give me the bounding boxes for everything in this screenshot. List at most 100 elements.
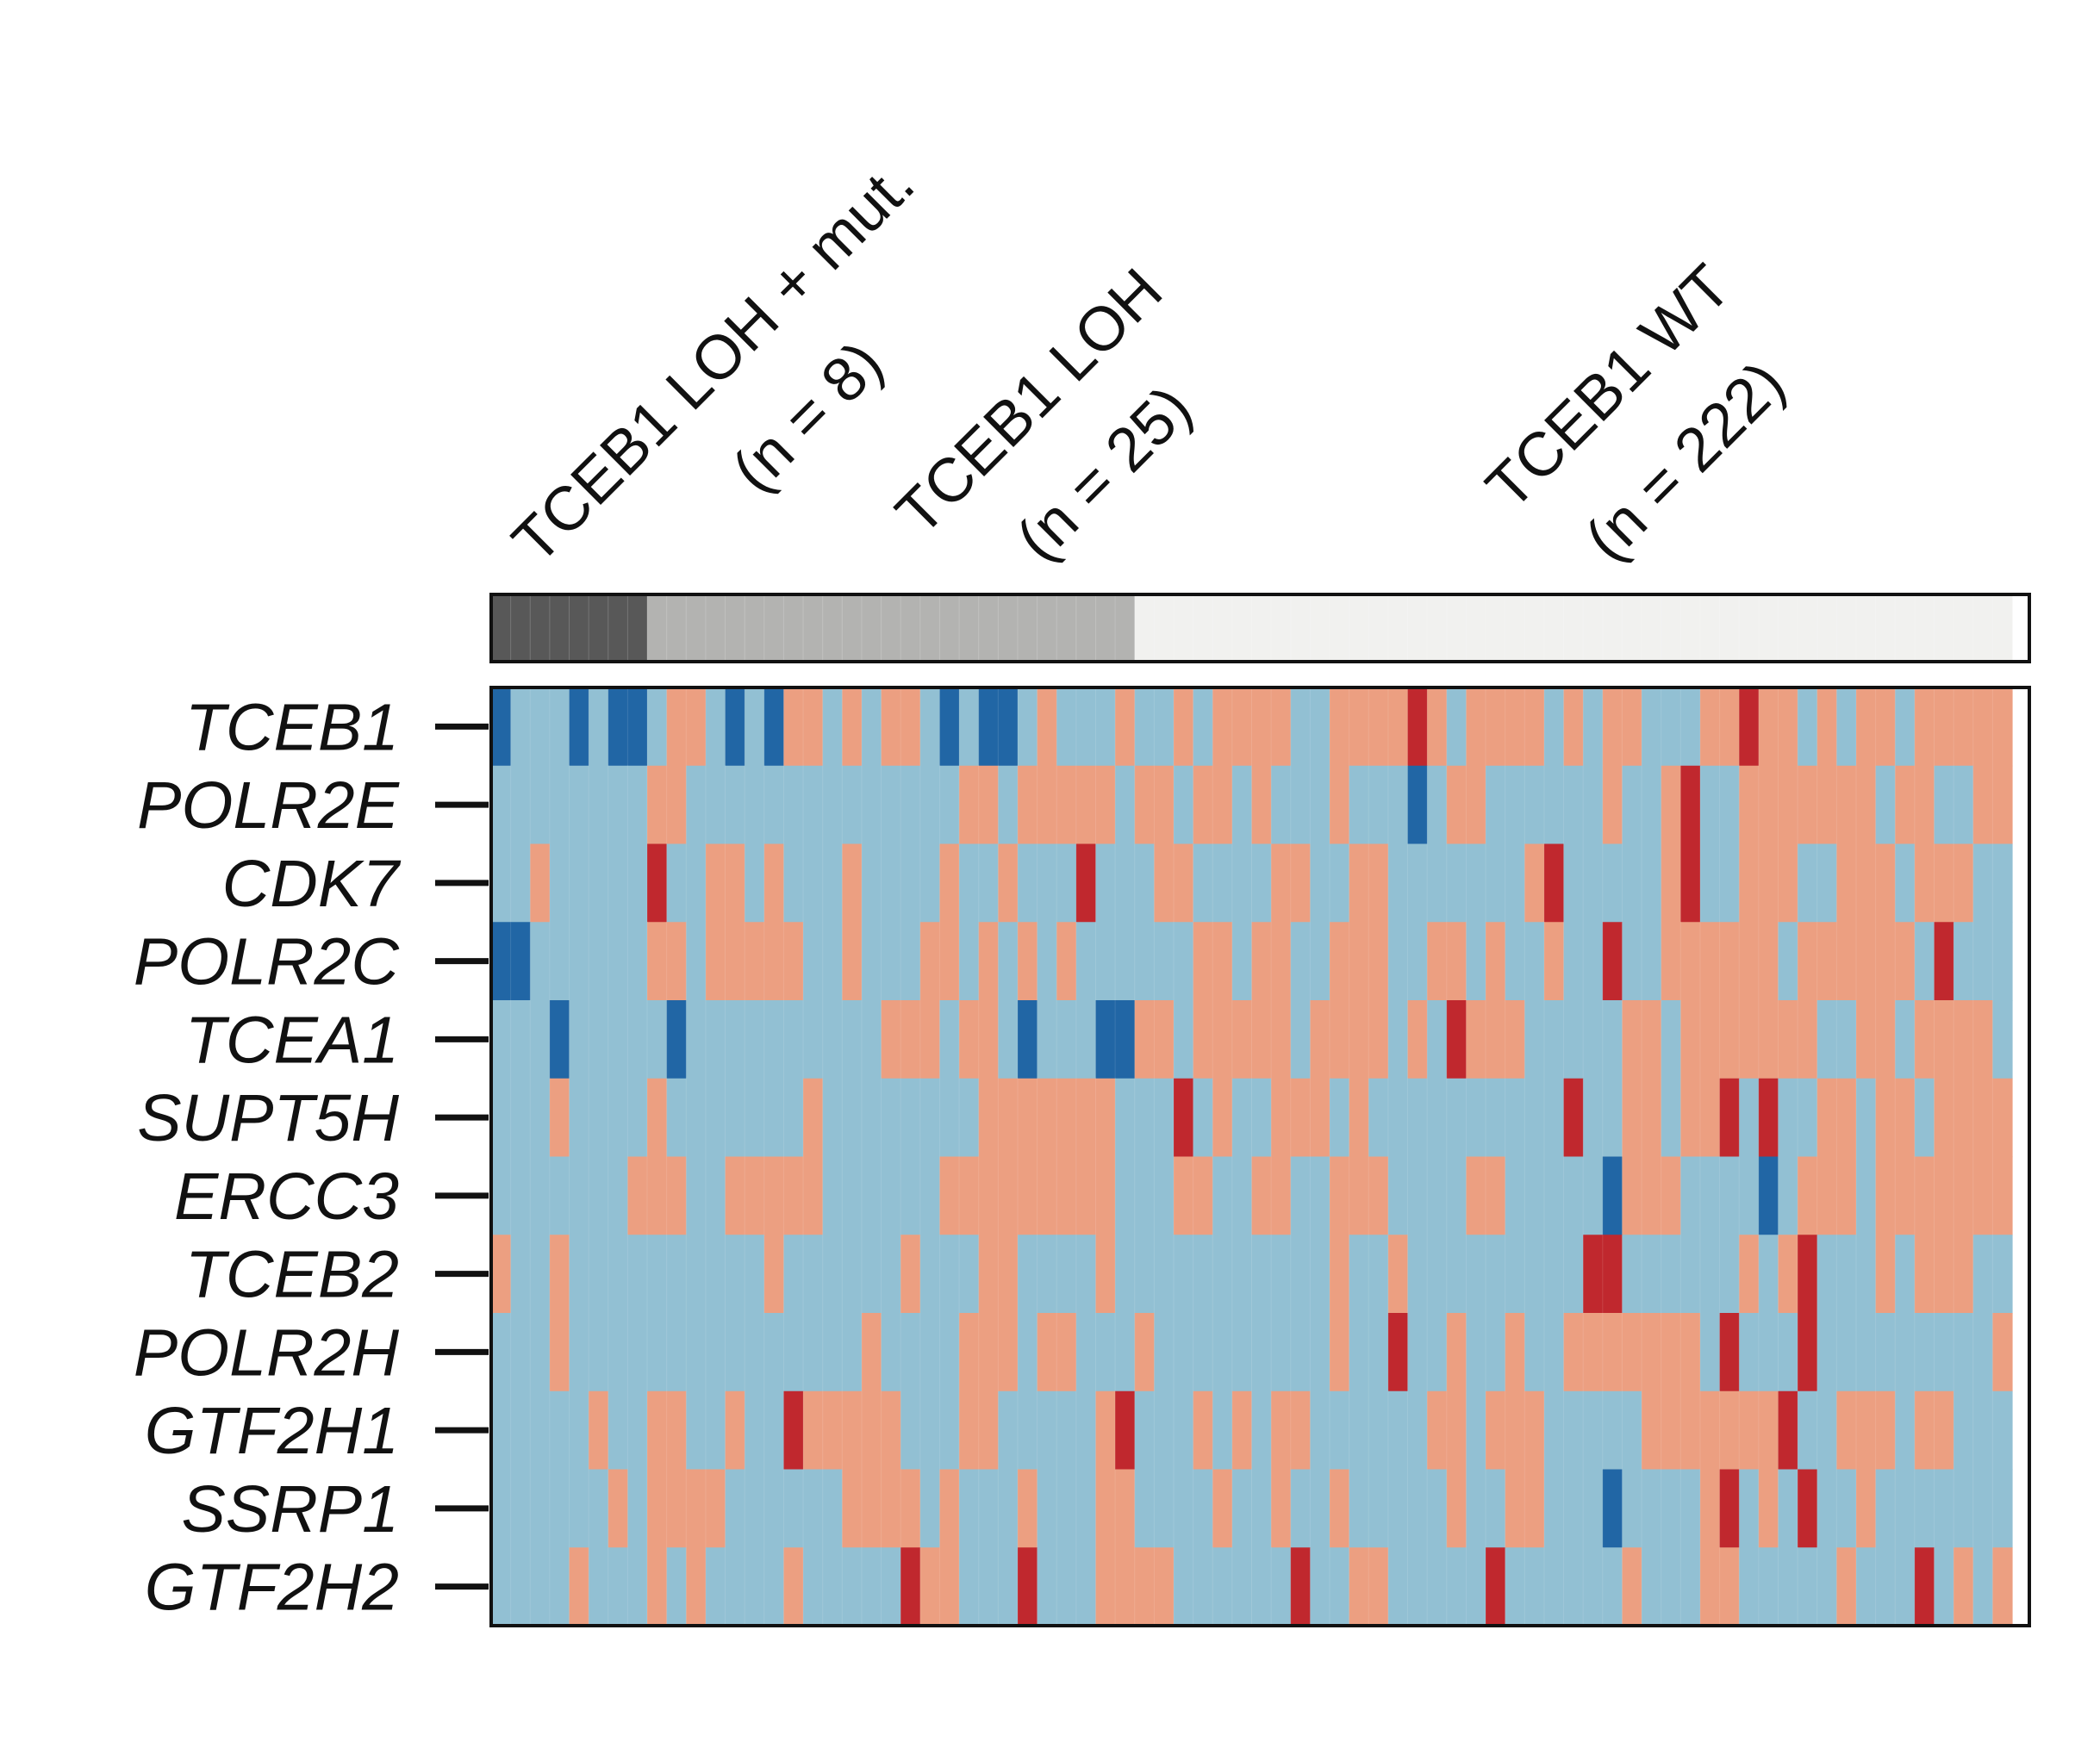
heatmap-cell bbox=[1173, 1235, 1194, 1314]
heatmap-cell bbox=[783, 687, 804, 767]
heatmap-cell bbox=[998, 1000, 1019, 1079]
heatmap-cell bbox=[1095, 765, 1116, 845]
heatmap-cell bbox=[1934, 1078, 1954, 1158]
heatmap-cell bbox=[1719, 1235, 1740, 1314]
heatmap-cell bbox=[959, 1078, 980, 1158]
heatmap-cell bbox=[569, 1156, 589, 1235]
heatmap-cell bbox=[608, 843, 628, 923]
heatmap-cell bbox=[1231, 1469, 1253, 1548]
heatmap-cell bbox=[1524, 922, 1545, 1001]
heatmap-cell bbox=[1310, 1390, 1330, 1471]
heatmap-cell bbox=[1642, 1547, 1662, 1627]
heatmap-cell bbox=[1836, 1390, 1857, 1471]
heatmap-cell bbox=[939, 843, 960, 923]
heatmap-cell bbox=[1895, 1000, 1916, 1079]
heatmap-cell bbox=[1699, 1078, 1721, 1158]
heatmap-cell bbox=[530, 843, 551, 923]
heatmap-cell bbox=[1719, 1156, 1740, 1235]
heatmap-cell bbox=[1914, 1000, 1935, 1079]
heatmap-cell bbox=[1642, 687, 1662, 767]
heatmap-cell bbox=[1368, 765, 1389, 845]
heatmap-cell bbox=[1602, 1156, 1623, 1235]
heatmap-cell bbox=[745, 922, 765, 1001]
heatmap-cell bbox=[939, 1156, 960, 1235]
heatmap-cell bbox=[1134, 1235, 1155, 1314]
heatmap-cell bbox=[842, 1078, 863, 1158]
heatmap-cell bbox=[686, 1313, 707, 1392]
heatmap-cell bbox=[1446, 922, 1468, 1001]
heatmap-cell bbox=[666, 1078, 687, 1158]
heatmap-cell bbox=[705, 843, 726, 923]
heatmap-cell bbox=[1037, 1000, 1057, 1079]
heatmap-cell bbox=[1075, 1390, 1097, 1471]
heatmap-cell bbox=[1836, 1547, 1857, 1627]
heatmap-cell bbox=[627, 687, 648, 767]
heatmap-cell bbox=[1193, 687, 1213, 767]
group-labels: TCEB1 LOH + mut. (n = 8) TCEB1 LOH (n = … bbox=[500, 149, 1798, 577]
heatmap-cell bbox=[686, 1390, 707, 1471]
heatmap-cell bbox=[1642, 1235, 1662, 1314]
heatmap-cell bbox=[881, 1078, 901, 1158]
heatmap-cell bbox=[1972, 1235, 1993, 1314]
heatmap-cell bbox=[783, 1235, 804, 1314]
heatmap-cell bbox=[1115, 922, 1136, 1001]
heatmap-cell bbox=[1798, 1469, 1818, 1548]
heatmap-cell bbox=[1992, 1547, 2013, 1627]
heatmap-cell bbox=[1739, 765, 1760, 845]
heatmap-cell bbox=[686, 843, 707, 923]
heatmap-cell bbox=[589, 1078, 609, 1158]
heatmap-cell bbox=[822, 1547, 843, 1627]
heatmap-cell bbox=[1231, 1235, 1253, 1314]
heatmap-cell bbox=[978, 1078, 999, 1158]
heatmap-cell bbox=[939, 1469, 960, 1548]
heatmap-cell bbox=[549, 843, 570, 923]
heatmap-cell bbox=[647, 1156, 668, 1235]
heatmap-cell bbox=[589, 1000, 609, 1079]
heatmap-cell bbox=[1563, 1000, 1584, 1079]
heatmap-cell bbox=[939, 1235, 960, 1314]
heatmap-cell bbox=[549, 1469, 570, 1548]
heatmap-cell bbox=[1387, 765, 1409, 845]
heatmap-cell bbox=[1290, 1547, 1311, 1627]
heatmap-cell bbox=[1310, 1469, 1330, 1548]
heatmap-cell bbox=[1798, 922, 1818, 1001]
heatmap-cell bbox=[822, 1078, 843, 1158]
heatmap-cell bbox=[1193, 1235, 1213, 1314]
heatmap-cell bbox=[959, 1313, 980, 1392]
heatmap-cell bbox=[1798, 1000, 1818, 1079]
heatmap-frame bbox=[489, 686, 2031, 1627]
heatmap-cell bbox=[881, 687, 901, 767]
heatmap-cell bbox=[803, 1469, 824, 1548]
heatmap-cell bbox=[686, 765, 707, 845]
heatmap-cell bbox=[1914, 1547, 1935, 1627]
heatmap-cell bbox=[1075, 1078, 1097, 1158]
heatmap-cell bbox=[1486, 922, 1506, 1001]
heatmap-cell bbox=[1173, 1156, 1194, 1235]
heatmap-cell bbox=[1486, 687, 1506, 767]
group-bar-segment-1 bbox=[647, 594, 1136, 662]
heatmap-cell bbox=[959, 1156, 980, 1235]
heatmap-cell bbox=[1739, 687, 1760, 767]
heatmap-cell bbox=[1349, 1469, 1369, 1548]
heatmap-cell bbox=[1836, 1469, 1857, 1548]
heatmap-cell bbox=[491, 1000, 512, 1079]
heatmap-cell bbox=[1543, 1235, 1565, 1314]
heatmap-cell bbox=[1095, 843, 1116, 923]
heatmap-cell bbox=[1680, 687, 1701, 767]
heatmap-cell bbox=[900, 1390, 921, 1471]
row-label-tcea1: TCEA1 bbox=[185, 1003, 399, 1077]
heatmap-cell bbox=[803, 1156, 824, 1235]
heatmap-cell bbox=[705, 1390, 726, 1471]
heatmap-cell bbox=[881, 1469, 901, 1548]
heatmap-cell bbox=[1758, 843, 1779, 923]
heatmap-cell bbox=[783, 1547, 804, 1627]
heatmap-cell bbox=[1427, 1235, 1448, 1314]
heatmap-cell bbox=[549, 922, 570, 1001]
heatmap-cell bbox=[1778, 1000, 1798, 1079]
heatmap-cell bbox=[978, 1313, 999, 1392]
heatmap-cell bbox=[959, 765, 980, 845]
heatmap-cell bbox=[745, 1313, 765, 1392]
heatmap-cell bbox=[861, 687, 882, 767]
heatmap-cell bbox=[1739, 1000, 1760, 1079]
heatmap-cell bbox=[1330, 1156, 1350, 1235]
